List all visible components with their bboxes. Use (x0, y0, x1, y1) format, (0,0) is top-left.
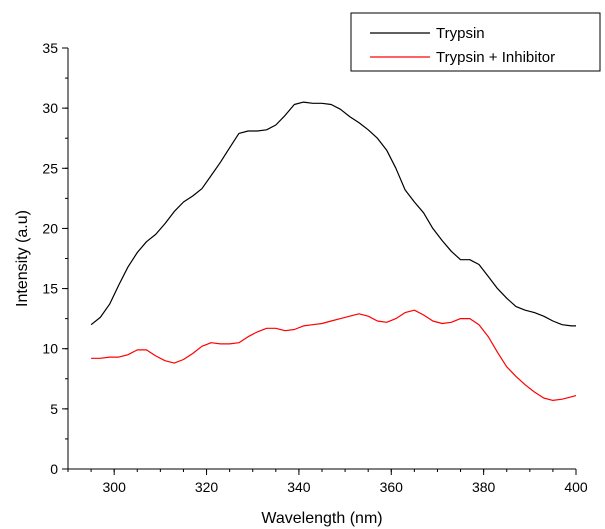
y-tick-label: 25 (42, 160, 58, 176)
y-tick-label: 30 (42, 100, 58, 116)
x-tick-label: 320 (195, 479, 219, 495)
y-tick-label: 35 (42, 40, 58, 56)
y-tick-label: 5 (50, 401, 58, 417)
x-tick-label: 400 (564, 479, 588, 495)
legend: Trypsin Trypsin + Inhibitor (350, 12, 601, 72)
x-tick-label: 300 (103, 479, 127, 495)
y-tick-label: 10 (42, 341, 58, 357)
x-axis: 300 320 340 360 380 400 (67, 468, 588, 495)
y-tick-label: 0 (50, 461, 58, 477)
x-tick-label: 340 (287, 479, 311, 495)
legend-box (350, 12, 601, 72)
plot-area (90, 101, 577, 401)
y-tick-label: 15 (42, 281, 58, 297)
x-axis-title: Wavelength (nm) (261, 510, 382, 527)
y-tick-label: 20 (42, 220, 58, 236)
x-tick-label: 380 (472, 479, 496, 495)
legend-label-trypsin: Trypsin (436, 25, 485, 42)
y-axis: 0 5 10 15 20 25 30 35 (42, 40, 69, 477)
y-axis-title: Intensity (a.u) (14, 210, 31, 307)
series-line-trypsin (90, 101, 576, 327)
legend-label-trypsin-inhibitor: Trypsin + Inhibitor (436, 49, 555, 66)
x-tick-label: 360 (380, 479, 404, 495)
series-line-trypsin-inhibitor (91, 309, 577, 401)
